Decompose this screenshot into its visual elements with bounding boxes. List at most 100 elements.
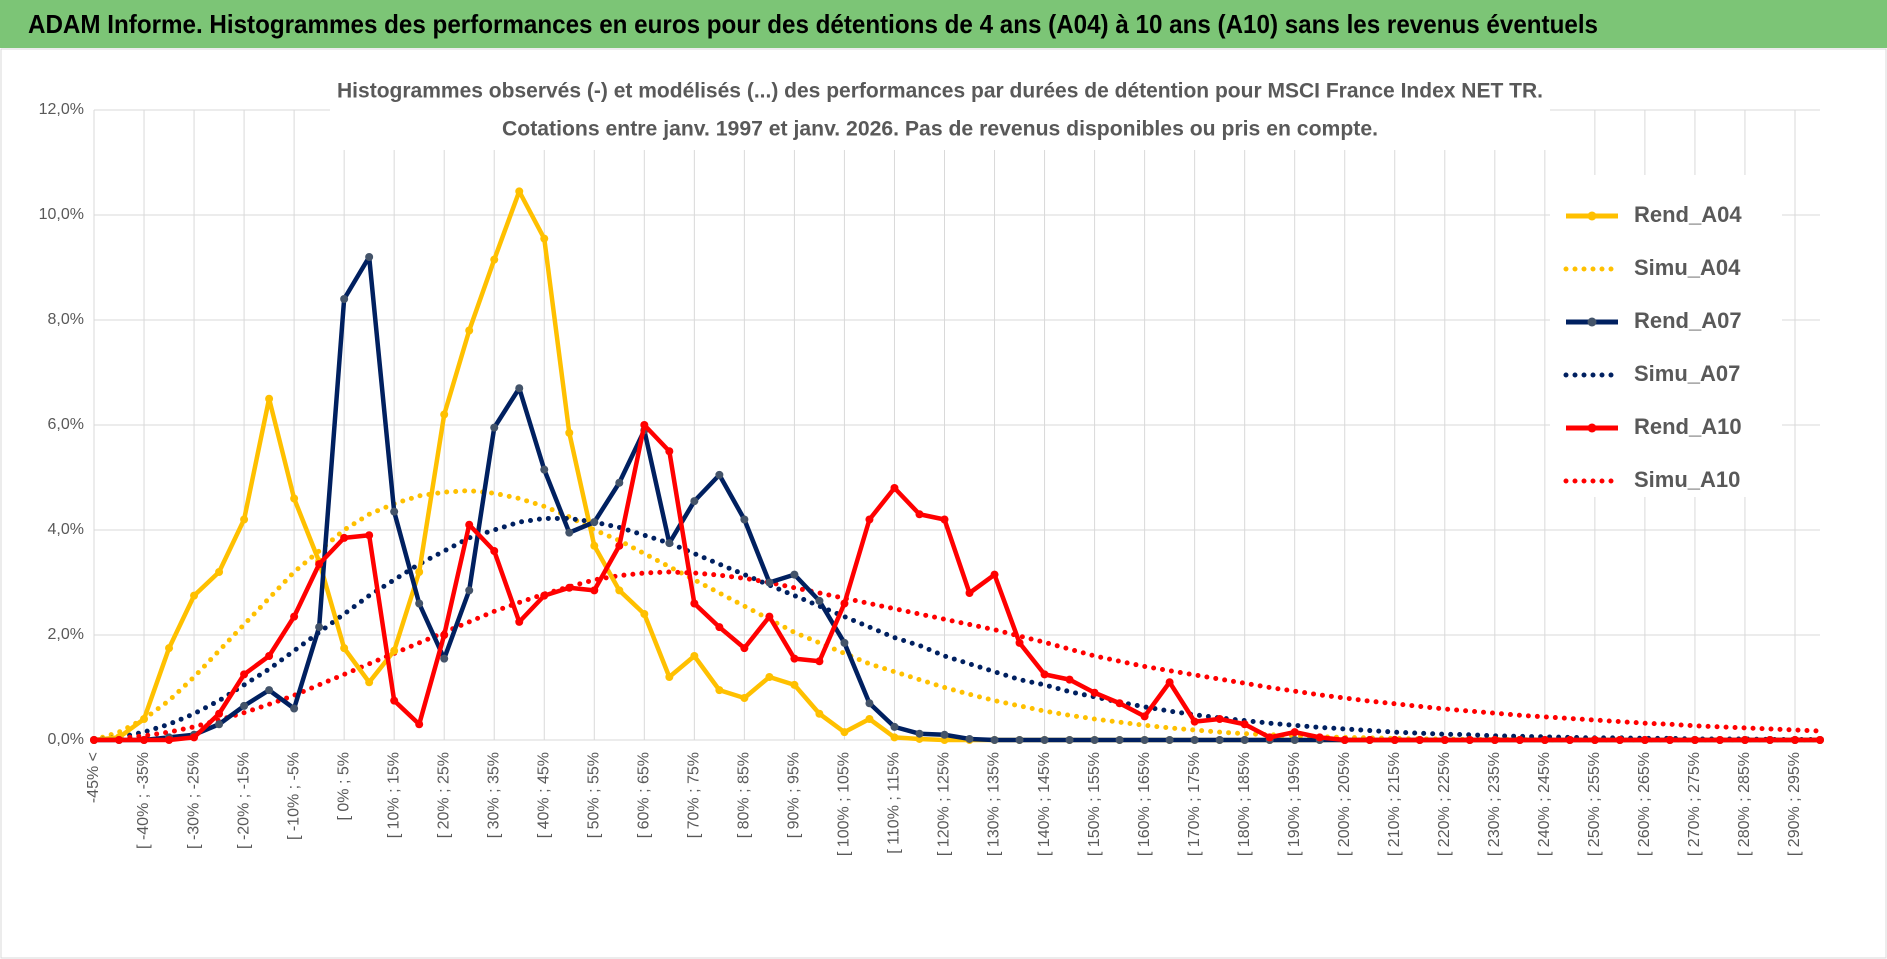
data-point [290, 494, 299, 503]
data-point [965, 734, 974, 743]
data-point [340, 644, 349, 653]
data-point [590, 586, 599, 595]
data-point [365, 531, 374, 540]
data-point [265, 652, 274, 660]
data-point [1040, 736, 1049, 744]
legend-label: Simu_A10 [1634, 467, 1740, 492]
chart-subtitle: Cotations entre janv. 1997 et janv. 2026… [502, 118, 1378, 141]
data-point [665, 447, 674, 456]
data-point [740, 644, 749, 653]
plot-area [90, 187, 1824, 744]
data-point [890, 722, 899, 731]
x-tick-label: [ 180% ; 185% [1236, 752, 1253, 856]
data-point [1465, 736, 1474, 744]
legend-marker [1587, 317, 1597, 327]
data-point [140, 715, 149, 723]
data-point [190, 733, 199, 742]
x-tick-label: [ 210% ; 215% [1386, 752, 1403, 856]
data-point [890, 484, 899, 492]
data-point [840, 638, 849, 647]
data-point [1365, 736, 1374, 744]
data-point [540, 591, 549, 600]
data-point [290, 704, 299, 713]
x-tick-label: [ 270% ; 275% [1686, 752, 1703, 856]
data-point [515, 617, 524, 626]
page-title: ADAM Informe. Histogrammes des performan… [28, 9, 1598, 39]
x-tick-label: [ 60% ; 65% [636, 752, 653, 838]
data-point [1715, 736, 1724, 744]
data-point [1690, 736, 1699, 744]
data-point [1340, 736, 1349, 744]
legend-box [1550, 175, 1782, 497]
data-point [1640, 736, 1649, 744]
x-tick-label: [ 150% ; 155% [1086, 752, 1103, 856]
data-point [265, 686, 274, 695]
data-point [865, 715, 874, 723]
data-point [1565, 736, 1574, 744]
data-point [165, 644, 174, 653]
data-point [465, 520, 474, 529]
data-point [990, 736, 999, 744]
x-tick-label: [ 250% ; 255% [1586, 752, 1603, 856]
data-point [215, 720, 224, 729]
x-tick-label: [ 290% ; 295% [1786, 752, 1803, 856]
data-point [715, 623, 724, 632]
data-point [515, 384, 524, 393]
data-point [215, 568, 224, 576]
data-point [565, 428, 574, 437]
data-point [990, 570, 999, 579]
data-point [390, 646, 399, 655]
legend-label: Rend_A10 [1634, 414, 1742, 439]
data-point [740, 694, 749, 702]
data-point [790, 570, 799, 579]
data-point [1265, 733, 1274, 742]
data-point [615, 541, 624, 550]
data-point [265, 394, 274, 403]
data-point [465, 586, 474, 595]
data-point [490, 423, 499, 432]
data-point [440, 654, 449, 663]
data-point [1190, 717, 1199, 726]
data-point [190, 591, 199, 600]
data-point [1215, 736, 1224, 744]
header-bar [0, 0, 1887, 48]
data-point [1090, 688, 1099, 697]
data-point [790, 654, 799, 663]
data-point [515, 187, 524, 196]
data-point [1490, 736, 1499, 744]
data-point [240, 670, 249, 679]
x-tick-label: [ 220% ; 225% [1436, 752, 1453, 856]
data-point [1040, 670, 1049, 679]
x-tick-label: [ -10% ; -5% [285, 752, 302, 840]
y-tick-label: 12,0% [39, 101, 84, 118]
data-point [765, 578, 774, 587]
data-point [665, 673, 674, 681]
x-tick-label: [ 70% ; 75% [686, 752, 703, 838]
x-tick-label: [ 160% ; 165% [1136, 752, 1153, 856]
data-point [1015, 736, 1024, 744]
x-tick-label: [ -40% ; -35% [135, 752, 152, 849]
x-tick-label: [ 0% ; 5% [335, 752, 352, 820]
data-point [640, 610, 649, 618]
data-point [540, 465, 549, 474]
data-point [865, 515, 874, 524]
data-point [1665, 736, 1674, 744]
x-tick-label: [ 90% ; 95% [786, 752, 803, 838]
x-tick-label: [ 200% ; 205% [1336, 752, 1353, 856]
data-point [315, 560, 324, 569]
data-point [715, 470, 724, 479]
data-point [340, 295, 349, 303]
data-point [1115, 736, 1124, 744]
data-point [865, 699, 874, 708]
data-point [1515, 736, 1524, 744]
data-point [1215, 715, 1224, 723]
data-point [1140, 736, 1149, 744]
data-point [315, 623, 324, 632]
data-point [365, 678, 374, 687]
data-point [690, 497, 699, 506]
x-tick-label: [ 50% ; 55% [586, 752, 603, 838]
data-point [1740, 736, 1749, 744]
data-point [1615, 736, 1624, 744]
data-point [1590, 736, 1599, 744]
data-point [765, 673, 774, 681]
